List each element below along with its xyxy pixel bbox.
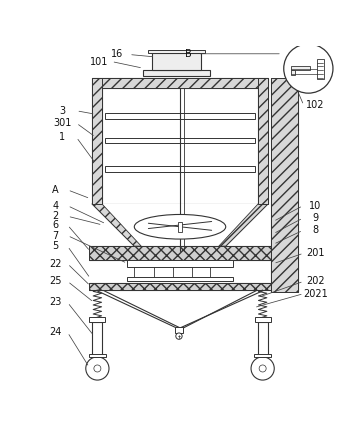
Bar <box>92 78 102 204</box>
Bar <box>89 246 271 260</box>
Polygon shape <box>92 204 268 246</box>
Text: 202: 202 <box>306 276 325 286</box>
Text: 23: 23 <box>49 297 61 307</box>
Bar <box>271 78 298 292</box>
Text: B: B <box>185 49 192 59</box>
Text: 102: 102 <box>306 101 325 110</box>
Bar <box>258 78 268 204</box>
Text: 201: 201 <box>306 248 325 258</box>
Bar <box>92 78 268 88</box>
Bar <box>254 354 271 357</box>
Circle shape <box>94 365 101 372</box>
Circle shape <box>259 365 266 372</box>
Text: 301: 301 <box>53 118 71 128</box>
Text: 2021: 2021 <box>303 288 328 299</box>
Circle shape <box>86 357 109 380</box>
Bar <box>258 322 268 357</box>
Bar <box>102 88 258 204</box>
Text: 24: 24 <box>49 327 61 337</box>
Text: A: A <box>52 185 59 195</box>
Text: 25: 25 <box>49 276 61 286</box>
Bar <box>127 277 233 281</box>
Circle shape <box>251 357 274 380</box>
Text: 6: 6 <box>52 220 58 230</box>
Bar <box>127 260 233 267</box>
Bar <box>255 318 271 322</box>
Text: 22: 22 <box>49 259 61 269</box>
Circle shape <box>176 333 182 339</box>
Bar <box>89 354 106 357</box>
Bar <box>317 59 324 79</box>
Text: 4: 4 <box>52 201 58 211</box>
Bar <box>148 50 205 53</box>
Text: 16: 16 <box>110 50 123 59</box>
Bar <box>89 283 271 290</box>
Bar <box>106 138 255 144</box>
Bar <box>89 318 106 322</box>
Text: 101: 101 <box>90 57 108 66</box>
Text: 5: 5 <box>52 241 58 251</box>
Text: 3: 3 <box>59 106 65 116</box>
Circle shape <box>284 44 333 93</box>
Polygon shape <box>219 204 268 246</box>
Bar <box>106 166 255 171</box>
Text: 2: 2 <box>52 211 58 221</box>
Text: 10: 10 <box>309 201 322 211</box>
Bar <box>175 327 183 333</box>
Bar <box>178 222 183 232</box>
Bar <box>152 53 201 70</box>
Bar <box>291 66 310 70</box>
Text: 9: 9 <box>312 213 318 223</box>
Bar <box>92 322 102 357</box>
Bar <box>143 70 210 76</box>
Text: 8: 8 <box>312 225 318 235</box>
Bar <box>291 70 295 75</box>
Text: 7: 7 <box>52 230 58 241</box>
Text: 1: 1 <box>59 132 65 142</box>
Bar <box>106 113 255 119</box>
Polygon shape <box>92 204 141 246</box>
Ellipse shape <box>134 214 226 239</box>
